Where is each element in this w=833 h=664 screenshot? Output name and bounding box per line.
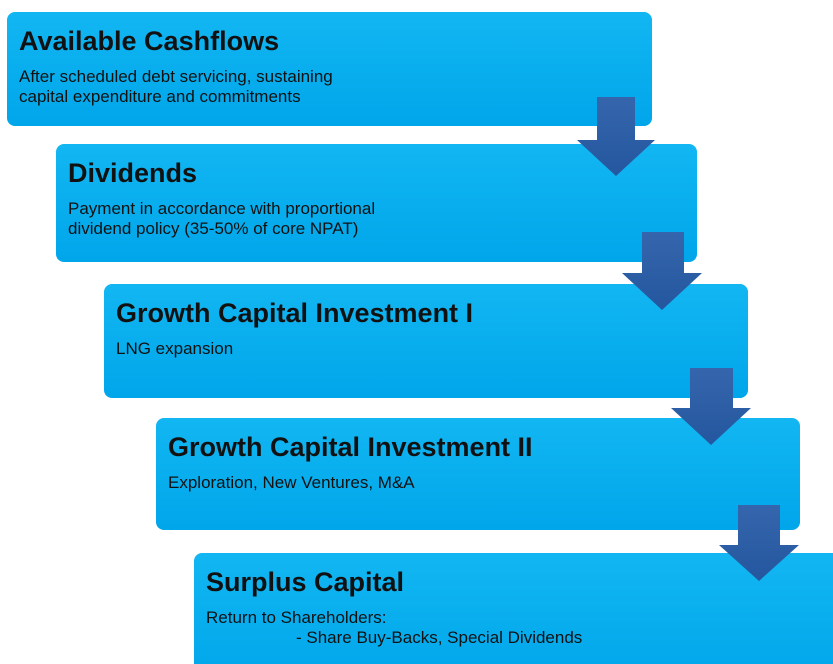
box-title: Surplus Capital [206, 567, 404, 597]
box [156, 418, 800, 530]
box-text: - Share Buy-Backs, Special Dividends [296, 628, 582, 647]
arrow [577, 97, 655, 176]
box-title: Growth Capital Investment II [168, 432, 533, 462]
box-title: Available Cashflows [19, 26, 279, 56]
box-title: Dividends [68, 158, 197, 188]
box-text: After scheduled debt servicing, sustaini… [19, 67, 333, 86]
arrow [671, 368, 751, 445]
arrow [622, 232, 702, 310]
box-text: Exploration, New Ventures, M&A [168, 473, 415, 492]
box-text: capital expenditure and commitments [19, 87, 301, 106]
box [104, 284, 748, 398]
box-text: dividend policy (35-50% of core NPAT) [68, 219, 358, 238]
step-box: Growth Capital Investment II Exploration,… [156, 418, 800, 530]
box-text: LNG expansion [116, 339, 233, 358]
step-box: Growth Capital Investment I LNG expansion [104, 284, 748, 398]
step-box: Available Cashflows After scheduled debt … [7, 12, 652, 126]
box [7, 12, 652, 126]
arrow [719, 505, 799, 581]
step-box: Surplus Capital Return to Shareholders:- … [194, 553, 833, 664]
box-title: Growth Capital Investment I [116, 298, 473, 328]
box [56, 144, 697, 262]
step-box: Dividends Payment in accordance with prop… [56, 144, 697, 262]
box [194, 553, 833, 664]
box-text: Payment in accordance with proportional [68, 199, 375, 218]
box-text: Return to Shareholders: [206, 608, 387, 627]
